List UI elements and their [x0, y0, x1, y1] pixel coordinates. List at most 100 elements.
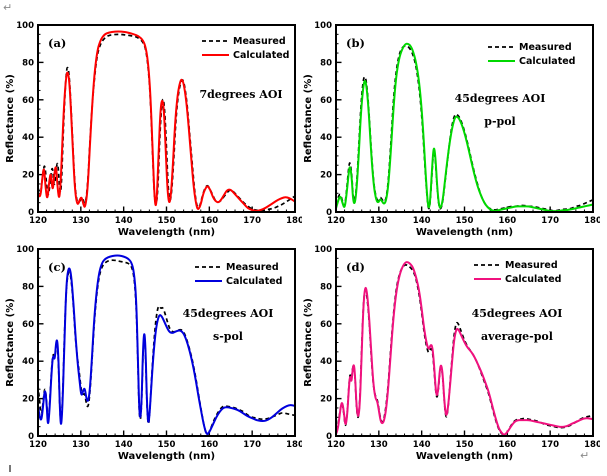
y-tick-label: 40	[22, 357, 34, 367]
x-axis-label: Wavelength (nm)	[416, 451, 513, 462]
chart-panel-b: 120 130 140 150 160 170 180 0 20 40 60 80 100 Wavelen…	[303, 21, 600, 238]
panel-label: (b)	[346, 36, 365, 50]
annotation-line: average-pol	[481, 330, 553, 343]
y-axis-label: Reflectance (%)	[303, 298, 314, 387]
calculated-curve	[335, 261, 594, 436]
legend-calculated-label: Calculated	[226, 276, 283, 287]
x-tick-label: 140	[413, 440, 431, 450]
annotation-line: 45degrees AOI	[455, 92, 546, 105]
axes-frame	[335, 24, 594, 213]
y-tick-label: 80	[320, 282, 332, 292]
y-tick-label: 20	[22, 395, 34, 405]
y-tick-label: 80	[22, 282, 34, 292]
calculated-curve	[335, 42, 594, 213]
x-tick-label: 140	[115, 440, 133, 450]
x-axis-label: Wavelength (nm)	[118, 227, 215, 238]
x-tick-label: 120	[29, 216, 47, 226]
x-tick-label: 130	[72, 440, 90, 450]
annotation-line: 7degrees AOI	[199, 88, 282, 101]
x-tick-label: 180	[584, 216, 600, 226]
x-tick-label: 180	[584, 440, 600, 450]
y-tick-label: 20	[320, 395, 332, 405]
x-tick-label: 160	[498, 440, 516, 450]
x-tick-label: 150	[158, 216, 176, 226]
x-axis-label: Wavelength (nm)	[118, 451, 215, 462]
x-tick-label: 160	[200, 216, 218, 226]
y-tick-label: 80	[320, 58, 332, 68]
calculated-curve	[37, 254, 296, 436]
return-mark-icon: ↵	[580, 449, 590, 462]
axes-frame	[37, 248, 296, 437]
annotation-line: 45degrees AOI	[183, 307, 274, 320]
x-tick-label: 170	[243, 216, 261, 226]
y-tick-label: 100	[314, 21, 332, 31]
legend-measured-label: Measured	[519, 42, 572, 53]
panel-a: 120 130 140 150 160 170 180 0 20 40 60 80 100 Wavelen…	[4, 14, 302, 238]
legend-measured-label: Measured	[505, 260, 558, 271]
x-tick-label: 150	[456, 440, 474, 450]
legend-calculated-label: Calculated	[505, 274, 562, 285]
chart-panel-c: 120 130 140 150 160 170 180 0 20 40 60 80 100 Wavelen…	[5, 245, 302, 462]
x-tick-label: 150	[456, 216, 474, 226]
measured-curve	[335, 264, 594, 436]
x-tick-label: 180	[286, 216, 302, 226]
axes-frame	[37, 24, 296, 213]
y-axis-label: Reflectance (%)	[5, 298, 16, 387]
y-tick-label: 60	[320, 320, 332, 330]
calculated-curve	[37, 30, 296, 212]
x-tick-label: 170	[541, 440, 559, 450]
x-tick-label: 150	[158, 440, 176, 450]
panel-d: 120 130 140 150 160 170 180 0 20 40 60 80 100 Wavelen…	[302, 238, 600, 462]
axes-frame	[335, 248, 594, 437]
y-tick-label: 20	[320, 171, 332, 181]
x-tick-label: 120	[29, 440, 47, 450]
x-tick-label: 170	[541, 216, 559, 226]
x-axis-label: Wavelength (nm)	[416, 227, 513, 238]
legend-calculated-label: Calculated	[233, 50, 290, 61]
y-axis-label: Reflectance (%)	[5, 74, 16, 163]
y-axis-label: Reflectance (%)	[303, 74, 314, 163]
x-tick-label: 180	[286, 440, 302, 450]
chart-panel-a: 120 130 140 150 160 170 180 0 20 40 60 80 100 Wavelen…	[5, 21, 302, 238]
x-tick-label: 170	[243, 440, 261, 450]
panel-label: (a)	[48, 36, 66, 50]
y-tick-label: 0	[28, 432, 34, 442]
y-tick-label: 40	[22, 133, 34, 143]
y-tick-label: 20	[22, 171, 34, 181]
y-tick-label: 0	[28, 208, 34, 218]
panel-label: (d)	[346, 260, 365, 274]
x-tick-label: 140	[115, 216, 133, 226]
figure-grid: 120 130 140 150 160 170 180 0 20 40 60 80 100 Wavelen…	[4, 14, 604, 464]
legend-measured-label: Measured	[226, 262, 279, 273]
panel-b: 120 130 140 150 160 170 180 0 20 40 60 80 100 Wavelen…	[302, 14, 600, 238]
y-tick-label: 40	[320, 133, 332, 143]
annotation-line: s-pol	[213, 330, 243, 343]
legend-measured-label: Measured	[233, 36, 286, 47]
y-tick-label: 100	[16, 21, 34, 31]
y-tick-label: 0	[326, 432, 332, 442]
annotation-line: p-pol	[484, 115, 515, 128]
x-tick-label: 160	[498, 216, 516, 226]
y-tick-label: 100	[16, 245, 34, 255]
annotation-line: 45degrees AOI	[472, 307, 563, 320]
return-mark-icon: ↵	[3, 1, 13, 14]
y-tick-label: 40	[320, 357, 332, 367]
y-tick-label: 60	[320, 96, 332, 106]
x-tick-label: 130	[370, 216, 388, 226]
x-tick-label: 140	[413, 216, 431, 226]
panel-c: 120 130 140 150 160 170 180 0 20 40 60 80 100 Wavelen…	[4, 238, 302, 462]
x-tick-label: 130	[72, 216, 90, 226]
y-tick-label: 80	[22, 58, 34, 68]
y-tick-label: 60	[22, 96, 34, 106]
x-tick-label: 120	[327, 440, 345, 450]
y-tick-label: 100	[314, 245, 332, 255]
x-tick-label: 130	[370, 440, 388, 450]
chart-panel-d: 120 130 140 150 160 170 180 0 20 40 60 80 100 Wavelen…	[303, 245, 600, 462]
y-tick-label: 60	[22, 320, 34, 330]
legend-calculated-label: Calculated	[519, 56, 576, 67]
x-tick-label: 120	[327, 216, 345, 226]
x-tick-label: 160	[200, 440, 218, 450]
panel-label: (c)	[48, 260, 66, 274]
text-cursor-mark	[9, 465, 11, 472]
y-tick-label: 0	[326, 208, 332, 218]
